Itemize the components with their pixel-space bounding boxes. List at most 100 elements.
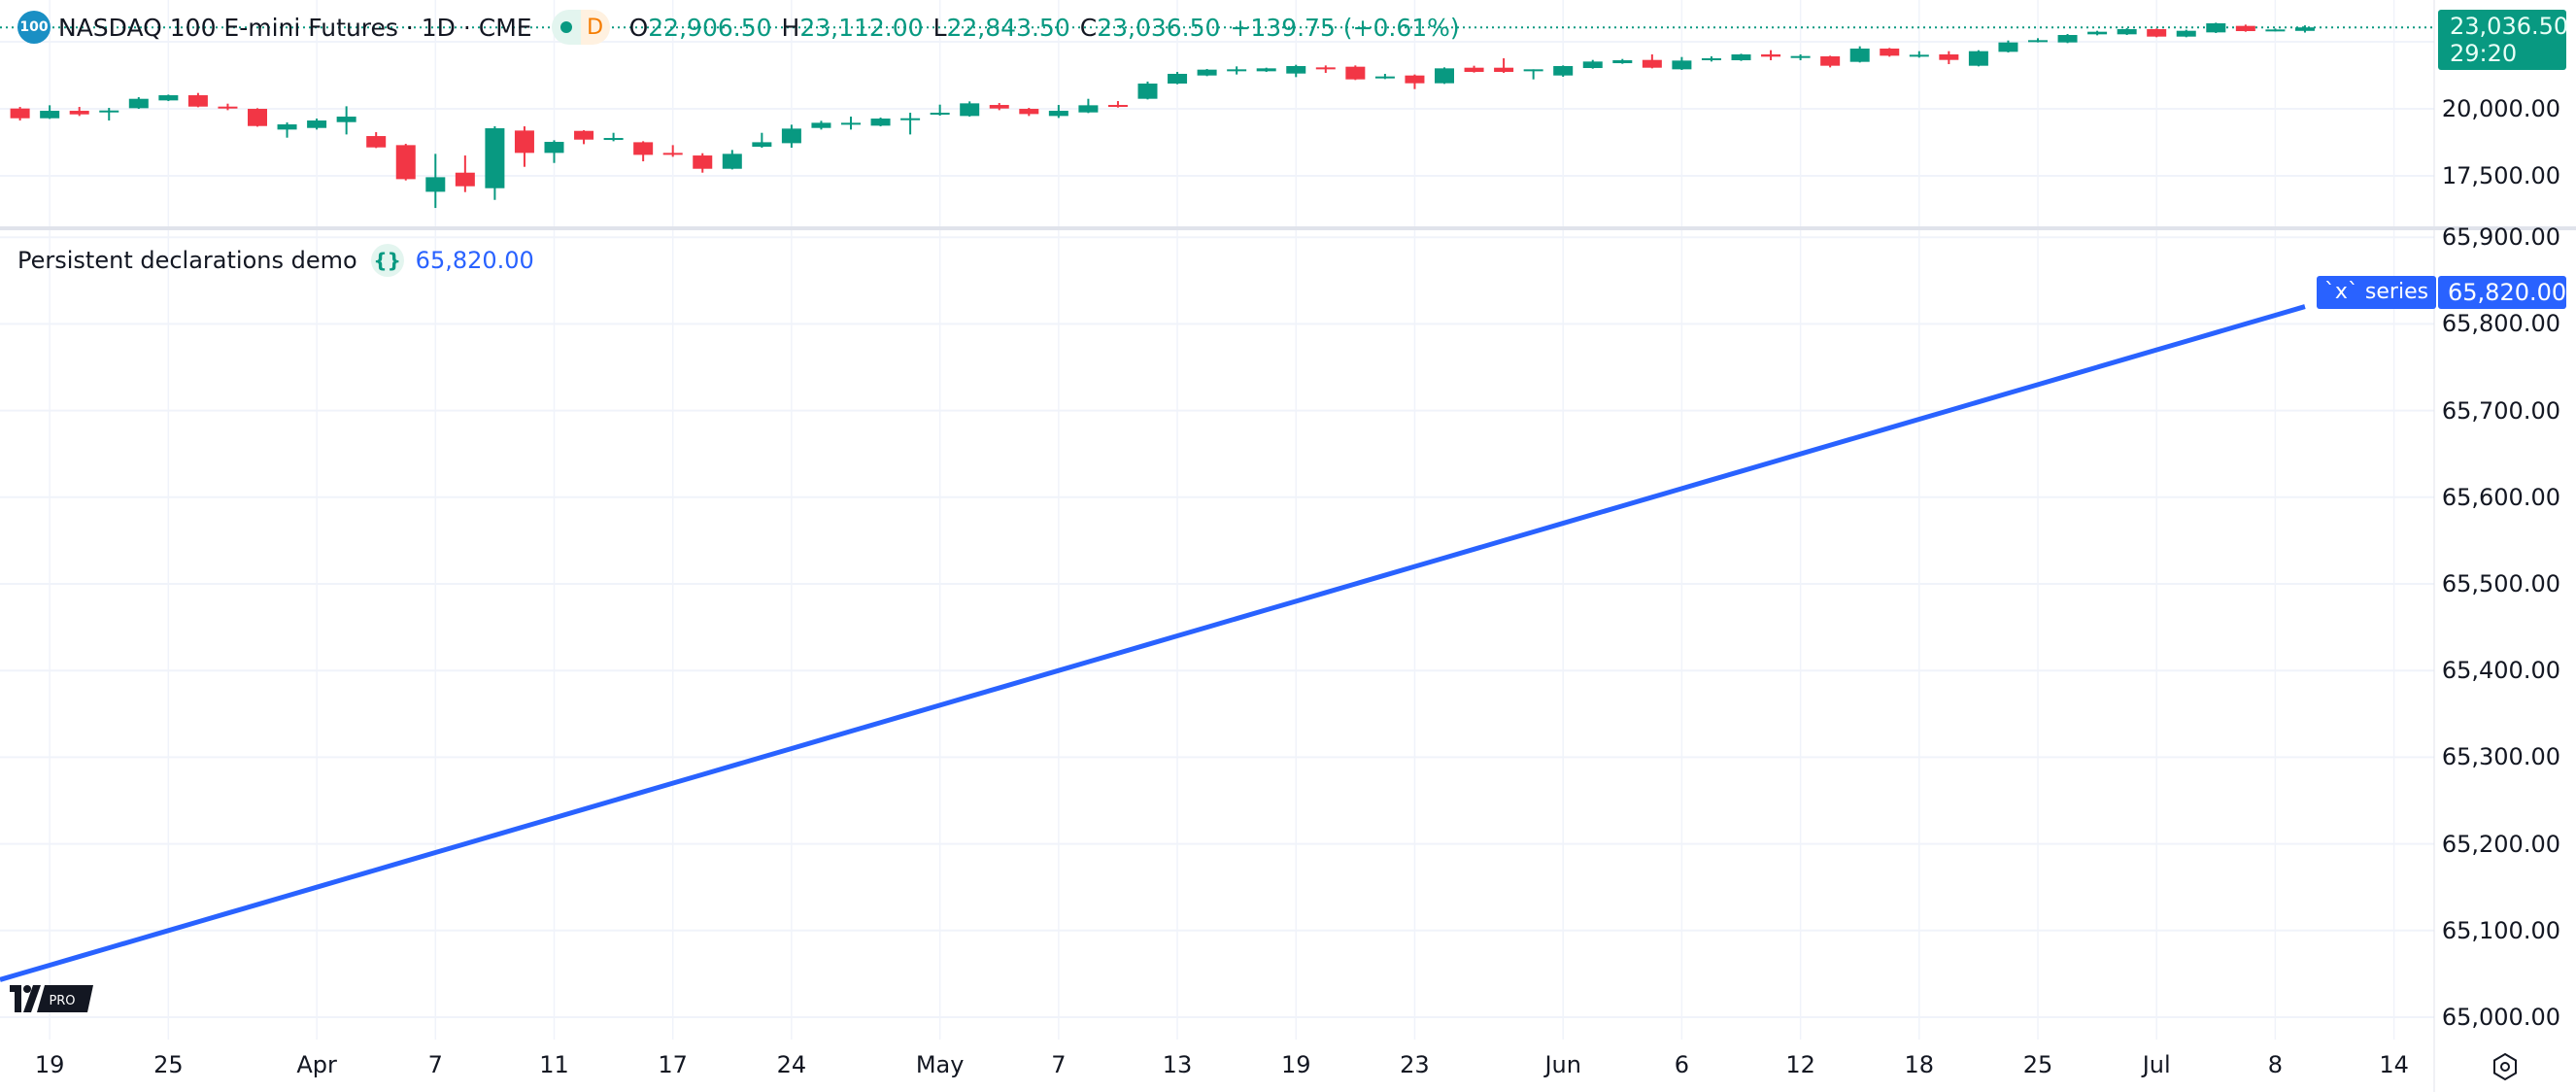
indicator-axis-label: 65,800.00 — [2441, 310, 2560, 338]
low-value: 22,843.50 — [946, 13, 1070, 42]
candle — [1345, 65, 1366, 81]
candle-body — [574, 130, 594, 140]
candle-body — [1107, 105, 1128, 108]
candle — [1435, 67, 1454, 85]
candle — [1998, 40, 2018, 53]
candle-body — [1523, 69, 1543, 72]
candle-body — [2235, 25, 2255, 32]
candle — [752, 132, 772, 149]
candle-body — [811, 122, 831, 128]
indicator-axis-label: 65,100.00 — [2441, 916, 2560, 944]
candle-body — [1345, 66, 1366, 80]
candle-body — [1939, 53, 1959, 60]
indicator-axis-label: 65,200.00 — [2441, 830, 2560, 858]
candle-body — [10, 108, 30, 119]
candle-body — [1612, 60, 1633, 64]
candle — [1701, 56, 1721, 62]
candle-body — [1464, 67, 1484, 73]
symbol-title[interactable]: NASDAQ 100 E-mini Futures · 1D · CME — [58, 13, 532, 42]
time-axis-label: 13 — [1162, 1051, 1193, 1078]
candle-body — [128, 98, 149, 109]
candle — [248, 108, 267, 127]
candle — [336, 106, 356, 135]
candle — [40, 105, 60, 119]
time-axis-label: 12 — [1785, 1051, 1815, 1078]
candle — [2147, 28, 2167, 38]
candle — [1405, 74, 1425, 89]
candle — [128, 97, 149, 110]
indicator-name[interactable]: Persistent declarations demo — [17, 247, 357, 274]
change-value: +139.75 (+0.61%) — [1230, 13, 1460, 42]
candle — [1820, 55, 1841, 68]
candle-body — [1168, 74, 1188, 85]
candle — [395, 144, 416, 181]
candles — [10, 22, 2315, 209]
candle — [1939, 51, 1959, 65]
candle-body — [2028, 40, 2048, 43]
candle-body — [2117, 29, 2137, 35]
candle — [1642, 53, 1662, 69]
price-axis-label: 17,500.00 — [2441, 162, 2560, 189]
candle — [722, 150, 742, 170]
candle-body — [544, 142, 564, 154]
candle-body — [1820, 56, 1841, 66]
price-axis-label: 20,000.00 — [2441, 95, 2560, 122]
indicator-axis-label: 65,700.00 — [2441, 396, 2560, 425]
high-value: 23,112.00 — [799, 13, 924, 42]
candle — [1137, 82, 1158, 100]
candle-body — [633, 142, 654, 155]
candle — [1374, 74, 1395, 80]
candle-body — [2206, 23, 2226, 33]
candle-body — [722, 154, 742, 169]
x-series-line — [0, 304, 2306, 982]
time-axis-label: 6 — [1674, 1051, 1690, 1078]
time-axis-label: 11 — [539, 1051, 569, 1078]
candle — [1048, 105, 1068, 119]
high-label: H — [781, 13, 800, 42]
candle-body — [930, 113, 950, 116]
last-price: 23,036.50 — [2450, 13, 2569, 40]
candle-body — [277, 124, 297, 130]
indicator-legend[interactable]: Persistent declarations demo {} 65,820.0… — [17, 241, 534, 280]
candle-body — [989, 105, 1009, 109]
market-status[interactable]: D — [551, 10, 610, 45]
candle-body — [2087, 31, 2108, 35]
candle-body — [1227, 69, 1247, 72]
candle — [1286, 64, 1306, 78]
open-label: O — [628, 13, 649, 42]
candle — [218, 103, 238, 111]
candle-body — [2294, 27, 2315, 31]
candle-body — [99, 110, 119, 113]
indicator-axis-label: 65,000.00 — [2441, 1004, 2560, 1031]
chart-settings-icon[interactable] — [2491, 1052, 2520, 1081]
candle-body — [1019, 109, 1039, 115]
candle-body — [395, 145, 416, 180]
bar-countdown: 29:20 — [2450, 40, 2518, 67]
candle — [1880, 48, 1900, 57]
candle — [455, 155, 475, 192]
x-series — [0, 304, 2306, 982]
svg-text:PRO: PRO — [49, 994, 75, 1008]
candle-body — [841, 122, 861, 125]
candle — [2176, 29, 2196, 38]
candle-body — [2147, 29, 2167, 37]
curly-braces-icon[interactable]: {} — [370, 244, 404, 277]
candle — [1107, 101, 1128, 108]
candle-body — [1880, 49, 1900, 56]
candle-body — [1701, 58, 1721, 61]
candle-body — [1256, 68, 1276, 72]
candle-body — [603, 138, 624, 141]
candle — [1494, 58, 1514, 74]
close-value: 23,036.50 — [1097, 13, 1221, 42]
time-axis-label: 23 — [1400, 1051, 1430, 1078]
candle-body — [514, 130, 534, 154]
candle-body — [40, 111, 60, 119]
candle — [544, 140, 564, 163]
candle-body — [1761, 53, 1781, 57]
indicator-value: 65,820.00 — [415, 247, 534, 274]
time-axis-label: May — [915, 1051, 965, 1078]
tradingview-pro-logo[interactable]: PRO — [10, 983, 93, 1016]
candle — [1849, 46, 1870, 63]
time-axis-label: Jul — [2142, 1051, 2171, 1078]
